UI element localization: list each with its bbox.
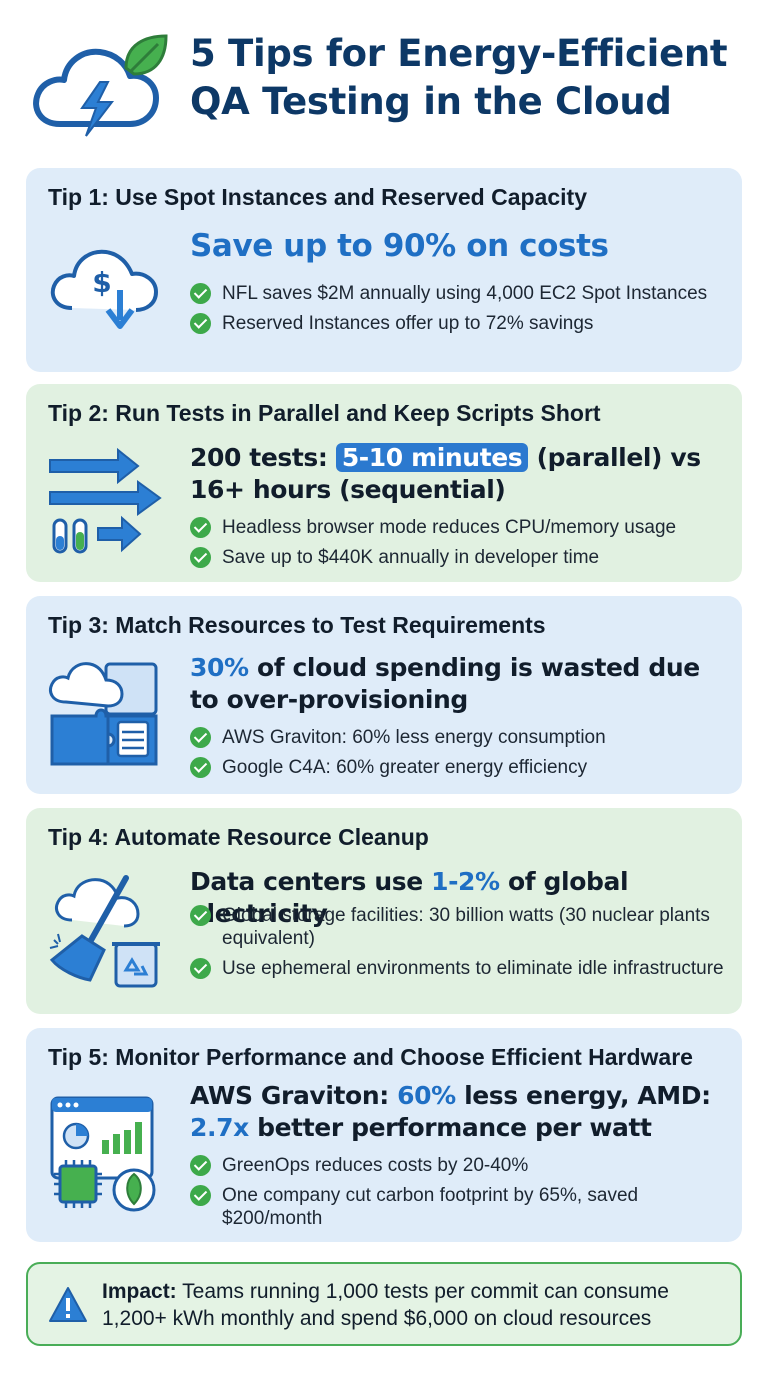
- warning-triangle-icon: [49, 1287, 87, 1322]
- tip-headline: 30% of cloud spending is wasted due to o…: [190, 653, 700, 714]
- tip-card-4: Tip 4: Automate Resource Cleanup Data ce…: [26, 808, 742, 1014]
- check-icon: [190, 517, 211, 538]
- dashboard-chip-leaf-icon: [50, 1096, 156, 1212]
- check-icon: [190, 905, 211, 926]
- tip-title: Tip 2: Run Tests in Parallel and Keep Sc…: [48, 400, 601, 426]
- list-item: NFL saves $2M annually using 4,000 EC2 S…: [190, 282, 730, 305]
- list-item: GreenOps reduces costs by 20-40%: [190, 1154, 730, 1177]
- tip-bullets: Headless browser mode reduces CPU/memory…: [190, 516, 730, 576]
- tip-card-5: Tip 5: Monitor Performance and Choose Ef…: [26, 1028, 742, 1242]
- check-icon: [190, 757, 211, 778]
- cloud-dollar-download-icon: $: [50, 249, 158, 329]
- tip-card-3: Tip 3: Match Resources to Test Requireme…: [26, 596, 742, 794]
- tip-title: Tip 1: Use Spot Instances and Reserved C…: [48, 184, 587, 210]
- tip-title: Tip 5: Monitor Performance and Choose Ef…: [48, 1044, 693, 1070]
- list-item: Use ephemeral environments to eliminate …: [190, 957, 730, 980]
- list-item: One company cut carbon footprint by 65%,…: [190, 1184, 730, 1230]
- list-item: Reserved Instances offer up to 72% savin…: [190, 312, 730, 335]
- tip-card-2: Tip 2: Run Tests in Parallel and Keep Sc…: [26, 384, 742, 582]
- impact-callout: Impact: Teams running 1,000 tests per co…: [26, 1262, 742, 1346]
- check-icon: [190, 283, 211, 304]
- tip-bullets: Global storage facilities: 30 billion wa…: [190, 904, 730, 987]
- list-item: Global storage facilities: 30 billion wa…: [190, 904, 730, 950]
- tip-card-1: Tip 1: Use Spot Instances and Reserved C…: [26, 168, 742, 372]
- tip-bullets: AWS Graviton: 60% less energy consumptio…: [190, 726, 730, 786]
- check-icon: [190, 1155, 211, 1176]
- list-item: AWS Graviton: 60% less energy consumptio…: [190, 726, 730, 749]
- cloud-lightning-leaf-icon: [33, 34, 168, 137]
- tip-headline: Save up to 90% on costs: [190, 228, 609, 264]
- check-icon: [190, 313, 211, 334]
- impact-text: Impact: Teams running 1,000 tests per co…: [102, 1280, 669, 1330]
- tip-title: Tip 4: Automate Resource Cleanup: [48, 824, 429, 850]
- cloud-puzzle-server-icon: [49, 662, 158, 766]
- tip-headline: 200 tests: 5-10 minutes (parallel) vs 16…: [190, 443, 701, 504]
- check-icon: [190, 958, 211, 979]
- check-icon: [190, 547, 211, 568]
- svg-text:$: $: [92, 266, 111, 299]
- check-icon: [190, 727, 211, 748]
- list-item: Google C4A: 60% greater energy efficienc…: [190, 756, 730, 779]
- tip-bullets: NFL saves $2M annually using 4,000 EC2 S…: [190, 282, 730, 342]
- tip-headline: Data centers use 1-2% of global electric…: [190, 867, 629, 928]
- page-title: 5 Tips for Energy-Efficient QA Testing i…: [190, 32, 728, 123]
- header: 5 Tips for Energy-Efficient QA Testing i…: [0, 0, 768, 160]
- tip-bullets: GreenOps reduces costs by 20-40% One com…: [190, 1154, 730, 1237]
- tip-headline: AWS Graviton: 60% less energy, AMD: 2.7x…: [190, 1081, 711, 1142]
- check-icon: [190, 1185, 211, 1206]
- list-item: Save up to $440K annually in developer t…: [190, 546, 730, 569]
- parallel-arrows-test-tubes-icon: [49, 447, 162, 554]
- tip-title: Tip 3: Match Resources to Test Requireme…: [48, 612, 546, 638]
- list-item: Headless browser mode reduces CPU/memory…: [190, 516, 730, 539]
- cloud-broom-recycle-icon: [49, 875, 160, 988]
